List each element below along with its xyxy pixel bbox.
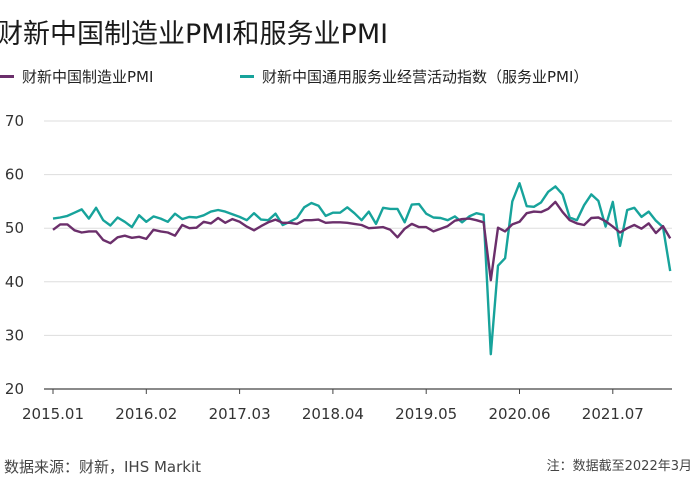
series-line-services bbox=[52, 181, 672, 356]
y-tick-label: 50 bbox=[5, 219, 24, 237]
x-tick-label: 2019.05 bbox=[395, 405, 457, 423]
series-line-manufacturing bbox=[52, 200, 672, 282]
legend-label-manufacturing: 财新中国制造业PMI bbox=[22, 68, 154, 86]
legend-swatch-services bbox=[240, 75, 254, 78]
data-source: 数据来源：财新，IHS Markit bbox=[4, 458, 202, 476]
y-tick-label: 30 bbox=[5, 326, 24, 344]
x-tick-label: 2020.06 bbox=[488, 405, 550, 423]
legend-item-services[interactable]: 财新中国通用服务业经营活动指数（服务业PMI） bbox=[240, 66, 588, 87]
x-tick-label: 2015.01 bbox=[22, 405, 84, 423]
x-tick-label: 2017.03 bbox=[209, 405, 271, 423]
y-tick-label: 40 bbox=[5, 273, 24, 291]
chart-legend: 财新中国制造业PMI 财新中国通用服务业经营活动指数（服务业PMI） bbox=[0, 66, 700, 88]
legend-label-services: 财新中国通用服务业经营活动指数（服务业PMI） bbox=[262, 68, 589, 86]
data-note: 注：数据截至2022年3月 bbox=[546, 459, 692, 474]
gridlines bbox=[44, 120, 672, 390]
x-tick-label: 2018.04 bbox=[302, 405, 364, 423]
y-tick-label: 20 bbox=[5, 380, 24, 398]
legend-swatch-manufacturing bbox=[0, 75, 14, 78]
x-tick-label: 2021.07 bbox=[582, 405, 644, 423]
x-axis: 2015.01 2016.02 2017.03 2018.04 2019.05 2020.… bbox=[22, 389, 644, 423]
legend-item-manufacturing[interactable]: 财新中国制造业PMI bbox=[0, 66, 153, 87]
y-tick-label: 70 bbox=[5, 112, 24, 130]
series-lines bbox=[52, 181, 672, 356]
x-tick-label: 2016.02 bbox=[115, 405, 177, 423]
y-axis: 20 30 40 50 60 70 bbox=[5, 112, 24, 398]
y-tick-label: 60 bbox=[5, 166, 24, 184]
chart-title: 财新中国制造业PMI和服务业PMI bbox=[0, 19, 389, 50]
